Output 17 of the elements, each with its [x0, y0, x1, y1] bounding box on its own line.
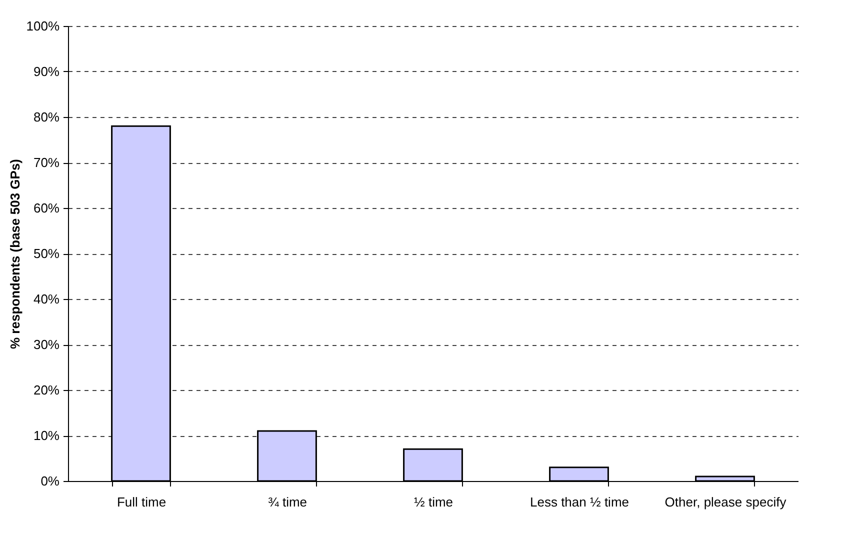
x-tick-label: Less than ½ time [530, 494, 629, 510]
y-tick-label: 90% [33, 64, 60, 79]
y-tick-label: 20% [33, 382, 60, 398]
y-tick-label: 100% [26, 18, 60, 34]
y-tick-label: 10% [33, 428, 60, 443]
x-tick-label: ½ time [414, 494, 454, 510]
y-tick-label: 80% [33, 110, 60, 124]
y-tick-label: 50% [33, 246, 60, 261]
y-tick-label: 70% [33, 155, 60, 170]
x-tick-label: ¾ time [268, 494, 308, 510]
y-tick-label: 30% [33, 337, 60, 352]
y-tick-label: 0% [40, 474, 60, 488]
y-axis-title: % respondents (base 503 GPs) [7, 158, 22, 350]
x-tick-label: Full time [116, 494, 166, 510]
y-tick-label: 60% [33, 200, 60, 216]
x-tick-label: Other, please specify [664, 494, 787, 510]
y-tick-label: 40% [33, 292, 60, 306]
